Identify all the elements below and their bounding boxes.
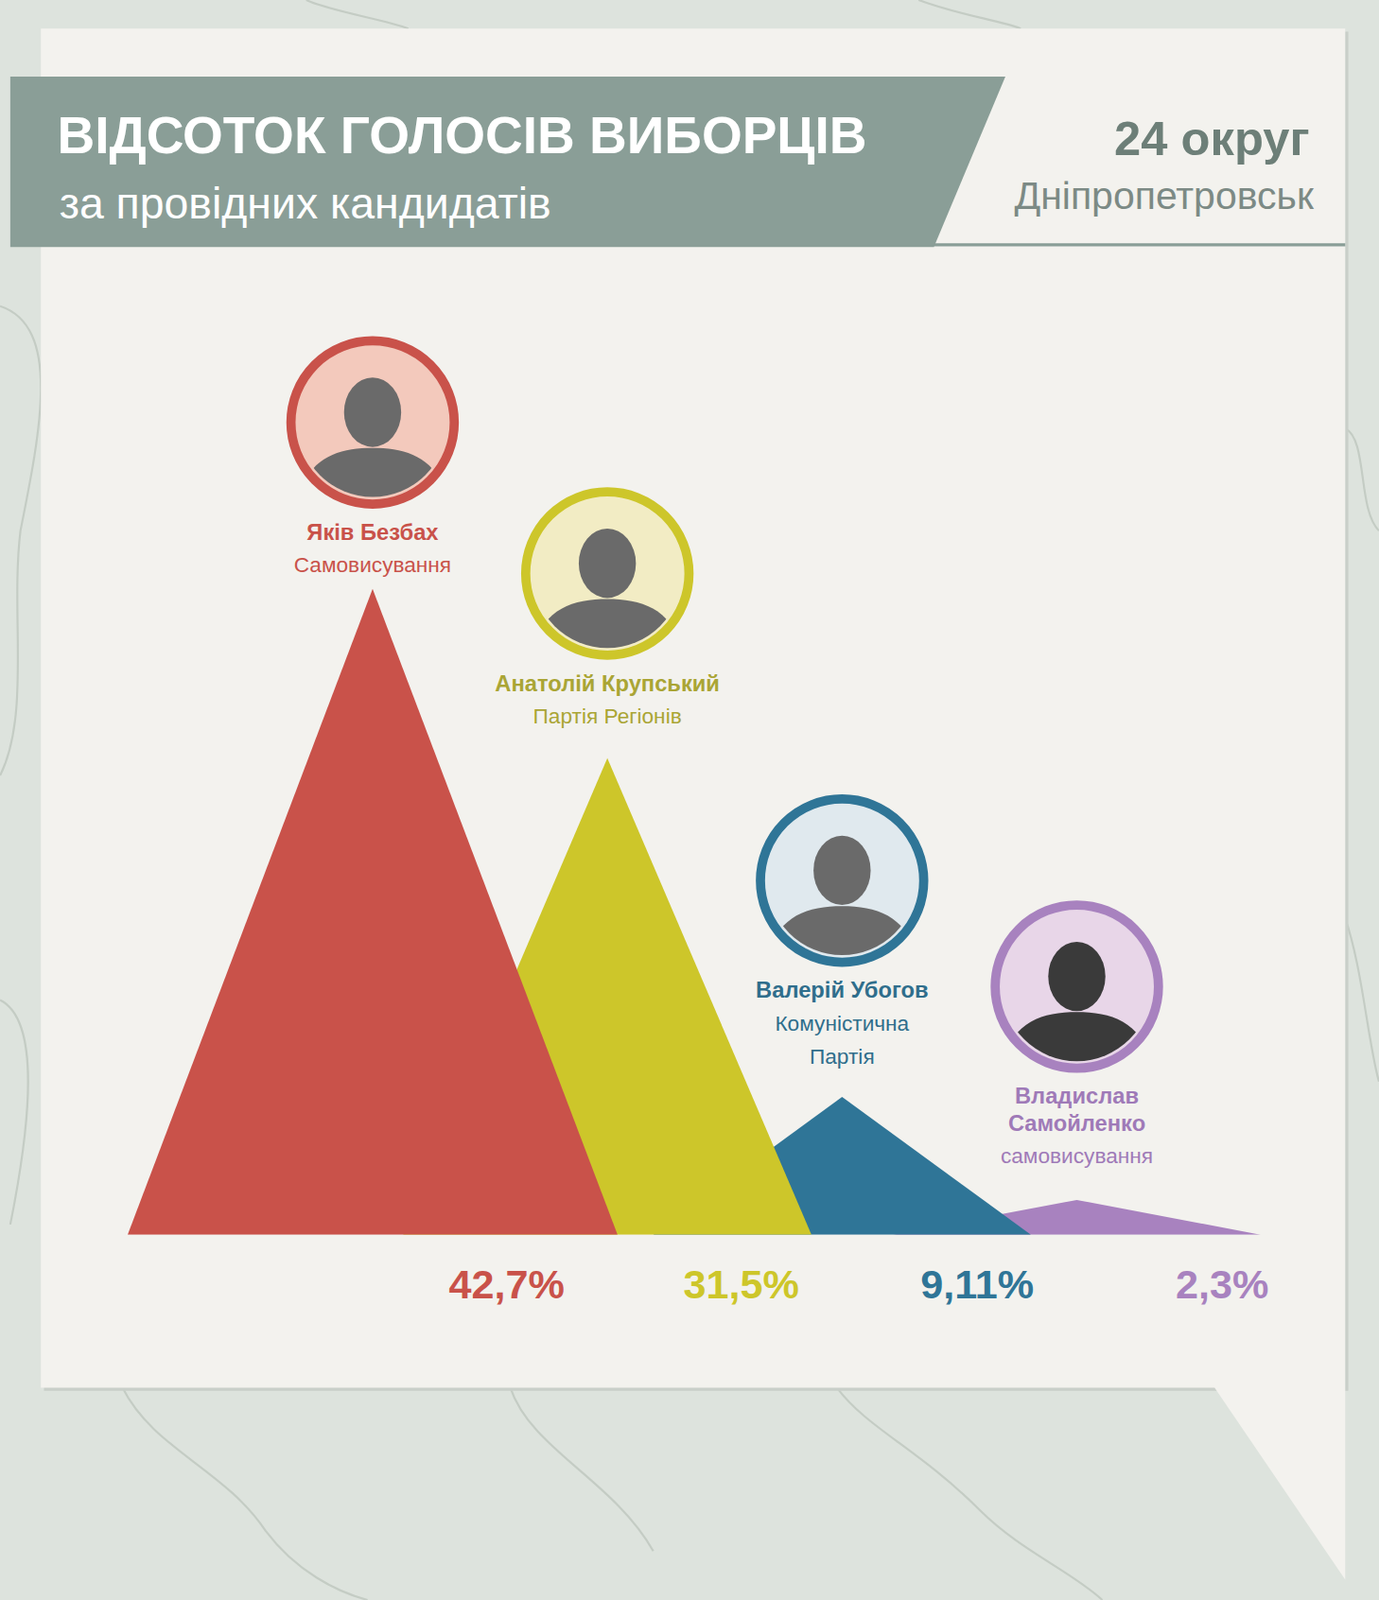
map-line	[0, 306, 41, 776]
candidate-party: КомуністичнаПартія	[774, 1011, 909, 1070]
photo-frame	[291, 340, 455, 505]
candidate-name: Яків Безбах	[306, 520, 439, 545]
candidate-photo	[994, 905, 1159, 1069]
header-rule	[933, 243, 1345, 246]
photo-frame	[525, 491, 690, 656]
header-band	[10, 76, 1006, 247]
data-label: 31,5%	[683, 1261, 800, 1308]
marks	[127, 589, 1261, 1236]
candidate-photo	[525, 491, 690, 656]
subtitle: за провідних кандидатів	[59, 178, 552, 228]
photo-frame	[760, 799, 925, 963]
shoulders	[530, 598, 684, 655]
background	[0, 0, 1379, 1600]
map-line	[837, 1388, 1103, 1600]
candidate-photo	[291, 340, 455, 505]
silhouette	[530, 528, 684, 656]
candidate-party: Партія Регіонів	[533, 703, 682, 729]
background-map	[0, 0, 1379, 1600]
candidate-photo	[760, 799, 925, 963]
shoulders	[765, 906, 919, 962]
head	[1047, 942, 1105, 1012]
candidate-name: ВладиславСамойленко	[1008, 1083, 1146, 1135]
candidate-name: Валерій Убогов	[755, 977, 928, 1003]
head	[813, 836, 871, 906]
labels: Яків Безбах Самовисування 42,7% Анатолій Кр…	[291, 340, 1270, 1307]
head	[344, 377, 402, 447]
silhouette	[296, 377, 450, 505]
candidate-party: Самовисування	[294, 552, 452, 577]
photo-frame	[994, 905, 1159, 1069]
map-line	[1344, 918, 1379, 1083]
card	[40, 28, 1345, 1580]
district: 24 округ	[1114, 111, 1310, 166]
shoulders	[296, 448, 450, 505]
map-line	[1344, 428, 1379, 531]
map-line	[510, 1388, 654, 1553]
map-line	[0, 1000, 29, 1225]
shoulders	[1000, 1012, 1154, 1068]
data-label: 9,11%	[920, 1261, 1034, 1308]
city: Дніпропетровськ	[1013, 174, 1315, 218]
map-line	[306, 0, 409, 29]
candidate-party: самовисування	[1000, 1143, 1153, 1169]
silhouette	[1000, 942, 1154, 1069]
data-label: 42,7%	[448, 1261, 564, 1308]
silhouette	[765, 836, 919, 963]
head	[578, 528, 636, 598]
data-label: 2,3%	[1175, 1261, 1269, 1308]
map-line	[122, 1388, 368, 1600]
title: ВІДСОТОК ГОЛОСІВ ВИБОРЦІВ	[57, 105, 868, 165]
infographic: ВІДСОТОК ГОЛОСІВ ВИБОРЦІВ за провідних ка…	[0, 0, 1379, 1600]
map-line	[918, 0, 1021, 29]
candidate-name: Анатолій Крупський	[494, 671, 720, 697]
